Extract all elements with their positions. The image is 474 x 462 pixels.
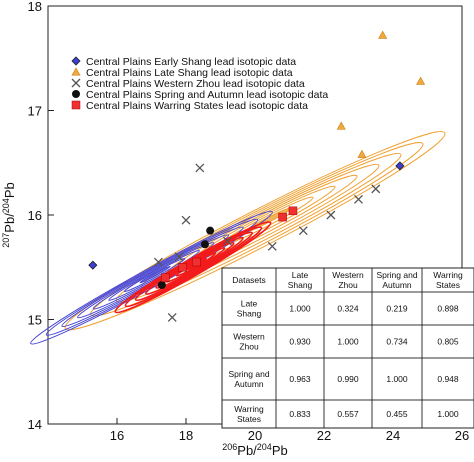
table-value: Western — [233, 332, 265, 342]
data-point — [181, 215, 191, 225]
contour-line — [124, 226, 263, 308]
data-point — [195, 163, 205, 173]
contour-line — [90, 142, 424, 317]
data-point — [161, 273, 170, 282]
data-point — [206, 226, 215, 235]
table-frame — [221, 267, 474, 429]
table-value: Late — [241, 299, 258, 309]
legend-marker — [71, 56, 81, 66]
table-value: Warring — [234, 404, 264, 414]
table-value: 1.000 — [337, 337, 359, 347]
y-tick-label: 18 — [28, 0, 42, 14]
table-header: Zhou — [338, 280, 358, 290]
contour-line — [134, 231, 254, 302]
y-axis-label: 207Pb/204Pb — [1, 182, 17, 247]
table-value: 0.455 — [386, 409, 408, 419]
contour-line — [123, 257, 186, 293]
table-header: Datasets — [232, 275, 266, 285]
table-value: Shang — [237, 309, 262, 319]
table-value: Autumn — [234, 379, 264, 389]
data-point — [378, 30, 388, 39]
table-value: 0.948 — [437, 374, 459, 384]
data-point — [167, 312, 177, 322]
y-tick-label: 16 — [28, 208, 42, 223]
contour-line — [108, 250, 200, 301]
legend-marker — [71, 78, 81, 88]
legend-label: Central Plains Spring and Autumn lead is… — [86, 89, 328, 101]
data-point — [357, 149, 367, 158]
table-cell — [421, 399, 474, 429]
table-value: 0.898 — [437, 304, 459, 314]
data-point — [298, 226, 308, 236]
x-tick-labels: 16 18 20 22 24 26 — [110, 428, 469, 443]
table-value: 0.219 — [386, 304, 408, 314]
data-point — [395, 161, 405, 171]
data-point — [354, 194, 363, 204]
x-tick-label: 18 — [179, 428, 193, 443]
contour-line — [115, 152, 402, 303]
legend-marker — [71, 100, 81, 110]
table-header: Warring — [433, 270, 463, 280]
data-point — [278, 212, 287, 222]
data-points — [88, 30, 426, 322]
table-value: 0.734 — [386, 337, 408, 347]
x-axis-label: 206Pb/204Pb — [222, 442, 287, 458]
data-point — [326, 210, 336, 220]
x-tick-label: 20 — [248, 428, 262, 443]
data-point — [88, 260, 98, 270]
table-value: 0.930 — [289, 337, 311, 347]
data-point — [371, 184, 381, 194]
contour-line — [64, 131, 446, 331]
data-point — [200, 240, 209, 249]
x-tick-label: 26 — [455, 428, 469, 443]
x-tick-label: 24 — [386, 428, 400, 443]
legend-label: Central Plains Western Zhou lead isotopi… — [86, 78, 305, 90]
table-value: 1.000 — [437, 409, 459, 419]
table-value: 0.963 — [289, 374, 311, 384]
data-point — [178, 263, 187, 272]
table-header: Late — [292, 270, 309, 280]
table-value: Spring and — [228, 369, 269, 379]
legend-label: Central Plains Warring States lead isoto… — [86, 100, 308, 112]
legend-label: Central Plains Early Shang lead isotopic… — [86, 56, 296, 68]
contour-line — [139, 265, 171, 284]
table-value: 0.805 — [437, 337, 459, 347]
x-tick-label: 16 — [110, 428, 124, 443]
y-tick-label: 14 — [28, 417, 42, 432]
data-point — [157, 281, 166, 290]
table-value: 0.990 — [337, 374, 359, 384]
contour-line — [114, 221, 272, 314]
table-value: States — [237, 414, 261, 424]
x-tick-label: 22 — [317, 428, 331, 443]
table-value: 0.833 — [289, 409, 311, 419]
y-tick-label: 15 — [28, 313, 42, 328]
legend: Central Plains Early Shang lead isotopic… — [71, 56, 328, 112]
table-header: Shang — [288, 280, 313, 290]
data-point — [288, 206, 298, 216]
data-point — [267, 241, 277, 251]
legend-marker — [71, 67, 81, 76]
table-value: 0.324 — [337, 304, 359, 314]
data-point — [416, 76, 426, 85]
table-header: Spring and — [376, 270, 417, 280]
y-tick-label: 17 — [28, 104, 42, 119]
table-value: 1.000 — [386, 374, 408, 384]
data-point — [153, 257, 163, 267]
table-header: Autumn — [382, 280, 412, 290]
legend-marker — [72, 90, 80, 98]
data-point — [222, 236, 232, 246]
table-header: States — [436, 280, 460, 290]
table-value: 0.557 — [337, 409, 359, 419]
y-tick-labels: 14 15 16 17 18 — [28, 0, 42, 432]
table-value: Zhou — [239, 342, 259, 352]
table-header: Western — [332, 270, 364, 280]
data-point — [174, 252, 184, 262]
legend-label: Central Plains Late Shang lead isotopic … — [86, 67, 293, 79]
data-point — [336, 121, 346, 130]
data-point — [192, 257, 201, 267]
table-value: 1.000 — [289, 304, 311, 314]
contour-line — [145, 236, 244, 295]
